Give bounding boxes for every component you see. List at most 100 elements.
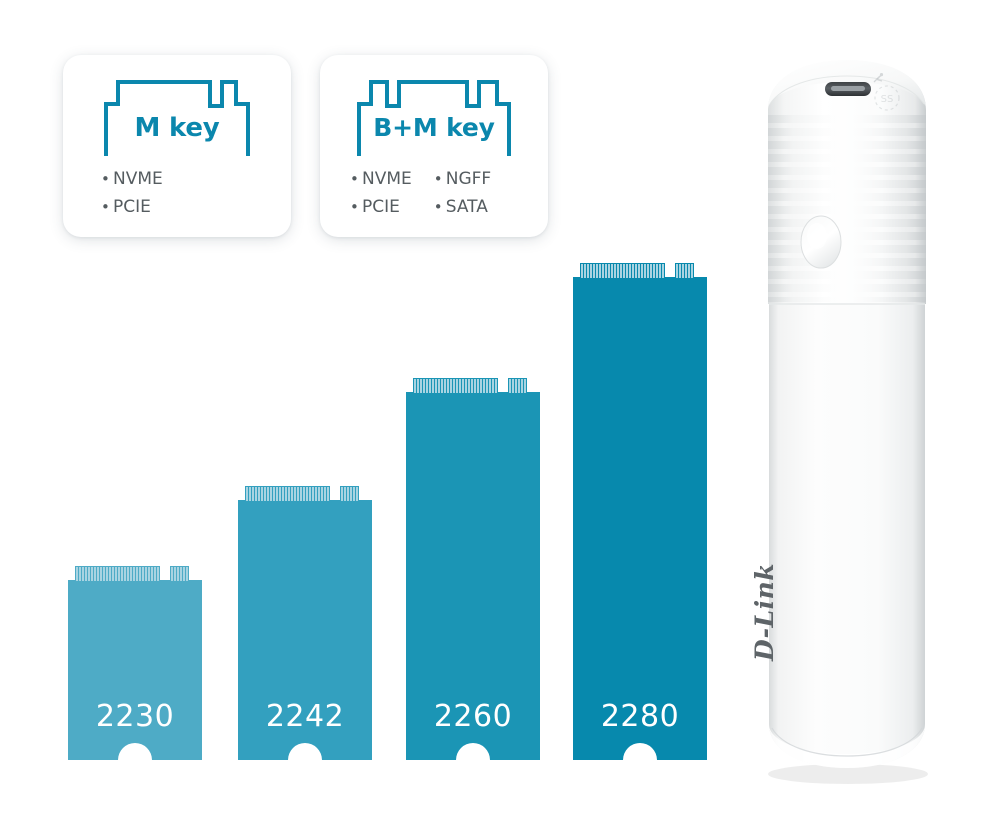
ssd-pin [154, 567, 156, 581]
ssd-pin [246, 487, 248, 501]
device-shadow [768, 764, 928, 784]
ssd-pin [515, 379, 517, 393]
ssd-pin [341, 487, 343, 501]
key-card-m-key[interactable]: M key • NVME • PCIE [63, 55, 291, 237]
ssd-pin [659, 264, 661, 278]
ssd-pin [282, 487, 284, 501]
ssd-board [68, 580, 202, 760]
ssd-pin [121, 567, 123, 581]
ssd-pin [76, 567, 78, 581]
ssd-pin [94, 567, 96, 581]
ssd-pin [288, 487, 290, 501]
ssd-pin [186, 567, 188, 581]
ssd-pin [611, 264, 613, 278]
ssd-pin [300, 487, 302, 501]
ssd-pin [423, 379, 425, 393]
ssd-pin [318, 487, 320, 501]
ssd-pin [626, 264, 628, 278]
ssd-pin [524, 379, 526, 393]
feature-column: • NVME • PCIE [350, 167, 412, 220]
ssd-pin [584, 264, 586, 278]
ssd-pin [617, 264, 619, 278]
ssd-pin [177, 567, 179, 581]
ssd-pin [444, 379, 446, 393]
ssd-pin [635, 264, 637, 278]
ssd-pin [447, 379, 449, 393]
ssd-pin [688, 264, 690, 278]
ssd-module-2280[interactable]: 2280 [573, 263, 707, 760]
bullet-icon: • [433, 170, 443, 188]
ssd-pin [509, 379, 511, 393]
feature-item: • SATA [433, 196, 488, 217]
ssd-pin [614, 264, 616, 278]
ssd-connector [75, 566, 189, 582]
ssd-pin [456, 379, 458, 393]
ssd-pin [321, 487, 323, 501]
ssd-pin-block [675, 263, 694, 279]
dlink-ssd-enclosure[interactable]: SS [752, 52, 942, 792]
ssd-pin [109, 567, 111, 581]
ssd-pin [139, 567, 141, 581]
ssd-pin [285, 487, 287, 501]
ssd-pin [103, 567, 105, 581]
ssd-board [406, 392, 540, 760]
ssd-pin [593, 264, 595, 278]
ssd-pin [650, 264, 652, 278]
ssd-pin [276, 487, 278, 501]
ssd-pin [682, 264, 684, 278]
ssd-pin [638, 264, 640, 278]
ssd-pin [88, 567, 90, 581]
ssd-pin [327, 487, 329, 501]
ssd-pin [118, 567, 120, 581]
device-body [769, 267, 925, 768]
ssd-pin [480, 379, 482, 393]
bullet-icon: • [433, 197, 443, 216]
status-indicator-button[interactable] [800, 215, 842, 269]
ssd-pin [112, 567, 114, 581]
ssd-pin [130, 567, 132, 581]
ssd-pin [483, 379, 485, 393]
ssd-module-2230[interactable]: 2230 [68, 566, 202, 760]
key-card-features: • NVME • PCIE [95, 167, 291, 220]
ssd-pin [596, 264, 598, 278]
ssd-module-2242[interactable]: 2242 [238, 486, 372, 760]
ssd-pin [261, 487, 263, 501]
ssd-pin [148, 567, 150, 581]
ssd-pin-block [413, 378, 498, 394]
ssd-pin [420, 379, 422, 393]
ssd-pin-block [580, 263, 665, 279]
dlink-brand-logo: D-Link [750, 562, 779, 661]
ssd-pin [438, 379, 440, 393]
ssd-pin [465, 379, 467, 393]
ssd-pin [623, 264, 625, 278]
ssd-pin [426, 379, 428, 393]
feature-item: • PCIE [101, 196, 151, 217]
ssd-pin [267, 487, 269, 501]
svg-text:SS: SS [881, 94, 894, 105]
bullet-icon: • [101, 197, 110, 216]
feature-column: • NVME • PCIE [101, 167, 163, 220]
feature-column: • NGFF • SATA [434, 167, 491, 220]
ssd-pin [315, 487, 317, 501]
usb-icon [873, 73, 884, 83]
device-bottom-seam [771, 727, 923, 757]
ssd-pin [629, 264, 631, 278]
ssd-pin [653, 264, 655, 278]
ssd-pin [347, 487, 349, 501]
ssd-pin [151, 567, 153, 581]
usb-c-port[interactable] [825, 82, 871, 96]
ssd-pin [291, 487, 293, 501]
key-card-b-plus-m-key[interactable]: B+M key • NVME • PCIE • NGFF • SATA [320, 55, 548, 237]
ssd-pin [691, 264, 693, 278]
ssd-pin [306, 487, 308, 501]
ssd-pin [127, 567, 129, 581]
ssd-pin [492, 379, 494, 393]
ssd-pin [414, 379, 416, 393]
ssd-pin [353, 487, 355, 501]
ssd-pin [441, 379, 443, 393]
ssd-pin [605, 264, 607, 278]
ssd-pin-block [245, 486, 330, 502]
ssd-pin [679, 264, 681, 278]
ssd-module-2260[interactable]: 2260 [406, 378, 540, 760]
ssd-pin [644, 264, 646, 278]
